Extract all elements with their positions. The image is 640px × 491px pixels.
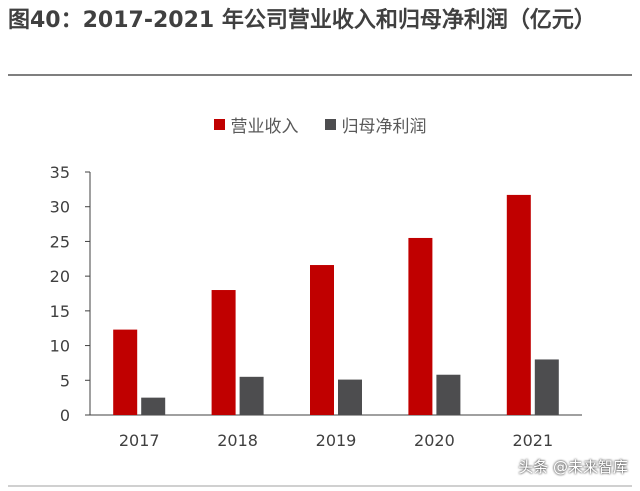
legend-item-net-profit: 归母净利润 [324,112,427,137]
x-tick-label: 2020 [414,431,455,450]
x-tick-label: 2017 [119,431,160,450]
y-tick-label: 0 [60,406,70,425]
y-tick-label: 25 [50,232,70,251]
bar-revenue [408,237,433,415]
bar-net-profit [239,376,264,415]
bar-net-profit [436,374,461,415]
y-tick-label: 20 [50,267,70,286]
watermark: 头条 @未来智库 [518,458,628,476]
title-divider [8,74,632,76]
bar-net-profit [534,359,559,415]
legend-label-revenue: 营业收入 [230,117,299,137]
legend-label-net-profit: 归母净利润 [341,117,427,137]
bar-net-profit [141,397,166,415]
legend-item-revenue: 营业收入 [213,112,299,137]
bar-net-profit [338,379,362,415]
bar-revenue [506,194,531,415]
bottom-divider [8,485,632,487]
bar-revenue [310,265,334,415]
x-tick-label: 2019 [316,431,357,450]
y-tick-label: 5 [60,371,70,390]
figure-title: 图40：2017-2021 年公司营业收入和归母净利润（亿元） [8,8,596,33]
y-tick-label: 30 [50,198,70,217]
y-tick-label: 35 [50,163,70,182]
y-tick-label: 10 [50,337,70,356]
chart-legend: 营业收入 归母净利润 [0,112,640,137]
legend-swatch-net-profit [324,119,336,130]
x-tick-label: 2021 [512,431,553,450]
legend-swatch-revenue [213,119,225,130]
y-tick-label: 15 [50,302,70,321]
bar-revenue [113,329,138,415]
bar-revenue [211,290,236,415]
x-tick-label: 2018 [217,431,258,450]
